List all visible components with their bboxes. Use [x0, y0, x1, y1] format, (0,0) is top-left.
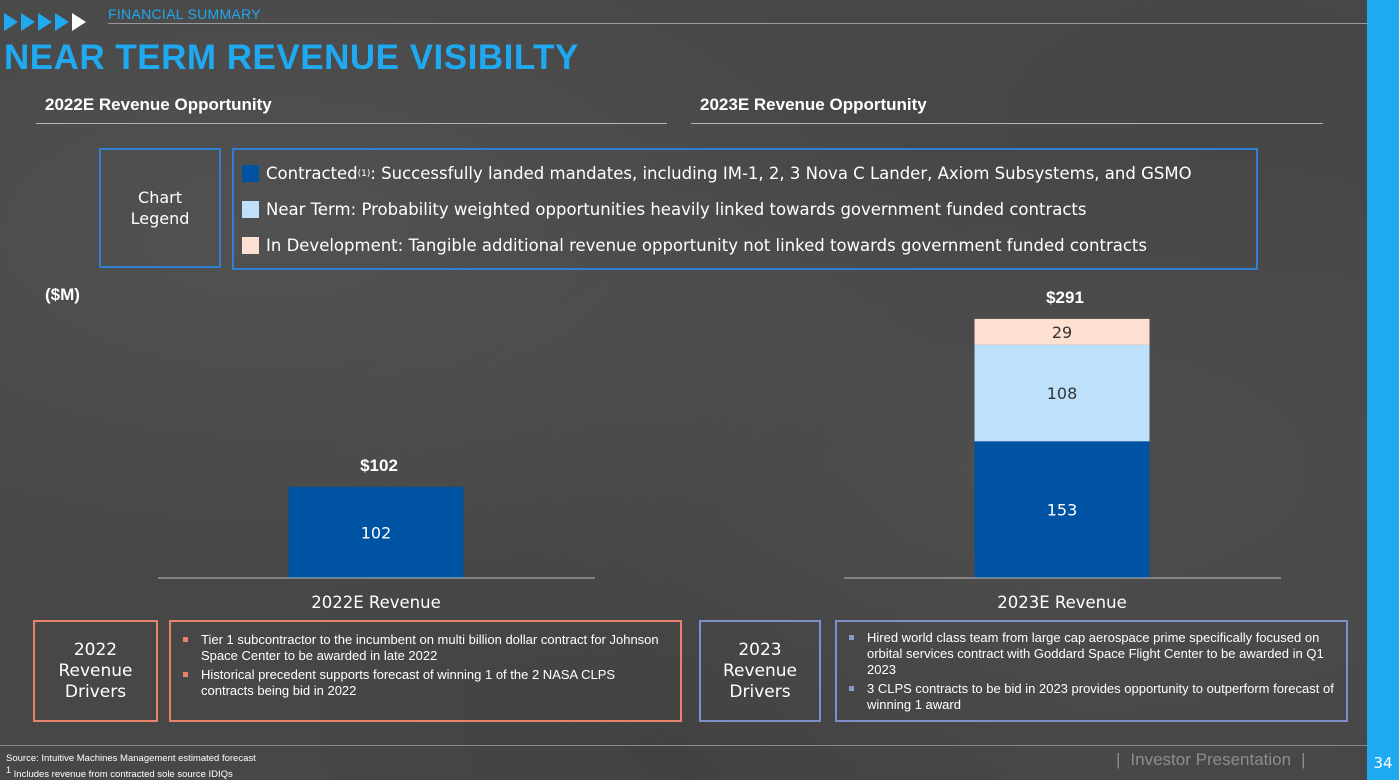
chart-legend: Contracted (1): Successfully landed manda… — [232, 148, 1258, 270]
drivers-2023-title: 2023 Revenue Drivers — [699, 620, 821, 722]
driver-bullet: 3 CLPS contracts to be bid in 2023 provi… — [849, 681, 1336, 713]
footnote: 1 Includes revenue from contracted sole … — [6, 765, 233, 780]
revenue-bar-chart: 102 $102 2022E Revenue 153 108 29 $291 2023E Re… — [158, 288, 1281, 612]
legend-swatch-contracted — [242, 165, 259, 182]
bar-segment-contracted — [288, 486, 464, 578]
legend-swatch-in-development — [242, 237, 259, 254]
driver-bullet: Hired world class team from large cap ae… — [849, 630, 1336, 678]
header-divider — [108, 23, 1368, 24]
page-number: 34 — [1373, 754, 1393, 772]
driver-bullet: Tier 1 subcontractor to the incumbent on… — [183, 632, 670, 664]
section-label: FINANCIAL SUMMARY — [108, 6, 261, 22]
page-edge-strip — [1367, 0, 1399, 780]
bar-value-label: 102 — [361, 523, 392, 542]
units-label: ($M) — [45, 285, 80, 304]
presentation-label: | Investor Presentation | — [1116, 750, 1306, 769]
bar-value-label: 108 — [1047, 384, 1078, 403]
subtitle-2022-divider — [36, 123, 667, 124]
subtitle-2023-divider — [691, 123, 1323, 124]
subtitle-2023: 2023E Revenue Opportunity — [700, 95, 927, 114]
bar-total-label: $291 — [1046, 288, 1084, 307]
bar-segment-in-development — [974, 318, 1150, 345]
page-title: NEAR TERM REVENUE VISIBILTY — [4, 38, 579, 77]
footer-divider — [0, 745, 1367, 746]
chevron-arrows-icon — [4, 13, 86, 31]
legend-item-near-term: Near Term: Probability weighted opportun… — [242, 200, 1086, 219]
source-note: Source: Intuitive Machines Management es… — [6, 753, 256, 764]
drivers-2022-title: 2022 Revenue Drivers — [33, 620, 158, 722]
drivers-2022-list: Tier 1 subcontractor to the incumbent on… — [169, 620, 682, 722]
chart-legend-label: Chart Legend — [99, 148, 221, 268]
bar-segment-near-term — [974, 344, 1150, 442]
driver-bullet: Historical precedent supports forecast o… — [183, 667, 670, 699]
bar-value-label: 29 — [1052, 323, 1072, 342]
bar-segment-contracted — [974, 441, 1150, 578]
legend-item-contracted: Contracted (1): Successfully landed manda… — [242, 164, 1192, 183]
subtitle-2022: 2022E Revenue Opportunity — [45, 95, 272, 114]
category-label: 2022E Revenue — [311, 593, 441, 612]
drivers-2023-list: Hired world class team from large cap ae… — [835, 620, 1348, 722]
bar-value-label: 153 — [1047, 501, 1078, 520]
legend-item-in-development: In Development: Tangible additional reve… — [242, 236, 1147, 255]
bar-total-label: $102 — [360, 456, 398, 475]
category-label: 2023E Revenue — [997, 593, 1127, 612]
legend-swatch-near-term — [242, 201, 259, 218]
